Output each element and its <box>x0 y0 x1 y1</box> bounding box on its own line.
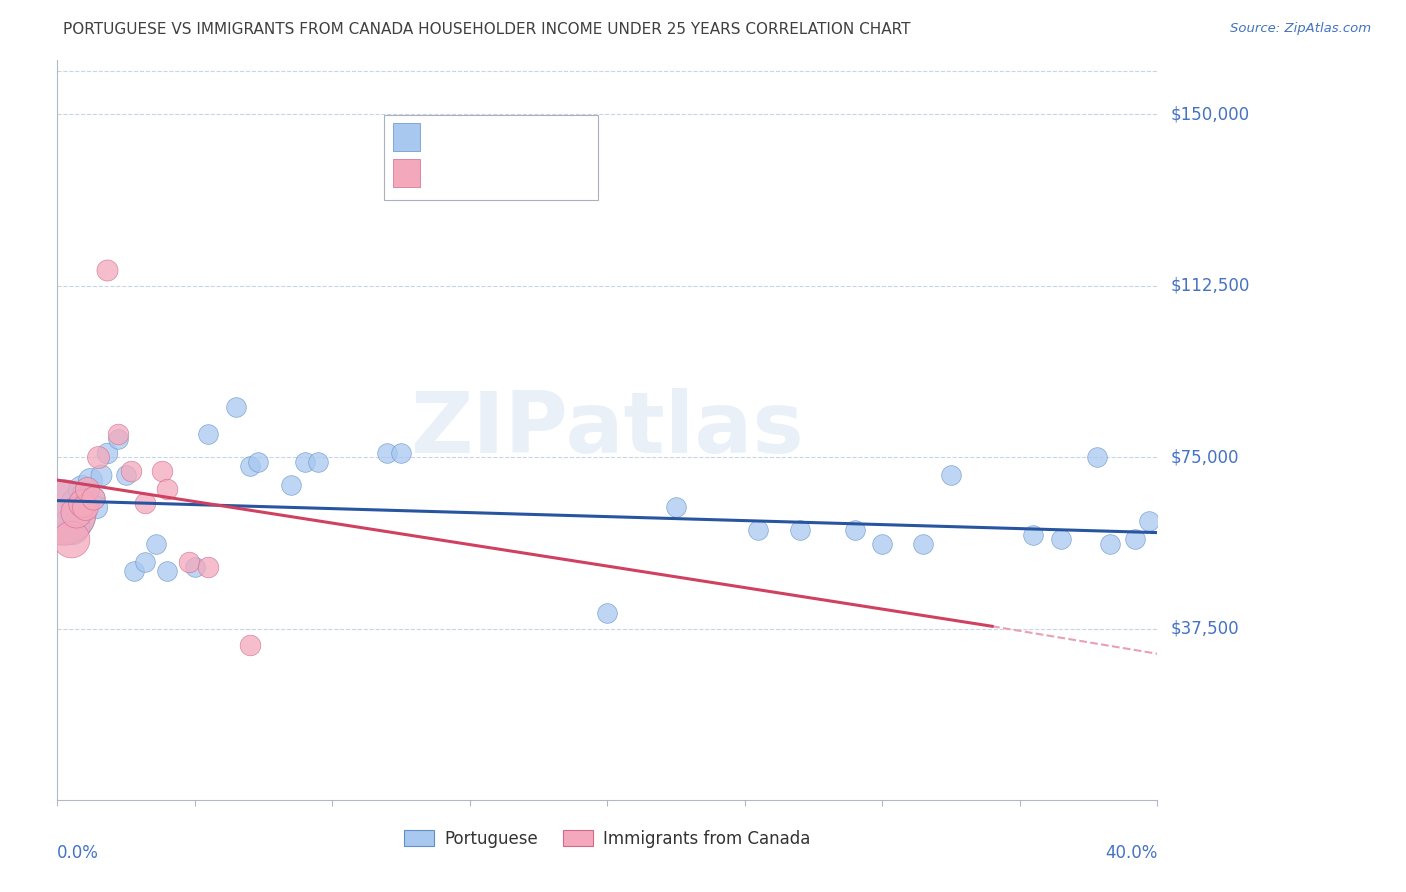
Point <box>79 473 101 487</box>
Bar <box>392 159 420 187</box>
Legend: Portuguese, Immigrants from Canada: Portuguese, Immigrants from Canada <box>398 823 817 855</box>
Text: 0.0%: 0.0% <box>58 845 98 863</box>
Point <box>1099 537 1122 551</box>
Text: ZIPatlas: ZIPatlas <box>411 388 804 471</box>
Text: $150,000: $150,000 <box>1171 105 1250 123</box>
Point <box>375 445 398 459</box>
Point <box>82 491 104 506</box>
Point <box>120 464 142 478</box>
Point <box>70 496 93 510</box>
Point <box>87 450 110 465</box>
Point <box>197 560 219 574</box>
Point <box>96 445 118 459</box>
Point <box>107 427 129 442</box>
Point <box>1085 450 1108 465</box>
Point <box>789 524 811 538</box>
Point <box>134 555 156 569</box>
Point <box>52 505 75 519</box>
Point <box>145 537 167 551</box>
Point <box>912 537 935 551</box>
Point <box>156 565 179 579</box>
Point <box>73 487 96 501</box>
Point <box>52 505 75 519</box>
Point <box>294 455 316 469</box>
FancyBboxPatch shape <box>384 115 599 201</box>
Text: N = 17: N = 17 <box>524 164 588 182</box>
Text: Source: ZipAtlas.com: Source: ZipAtlas.com <box>1230 22 1371 36</box>
Text: R = -0.236: R = -0.236 <box>432 128 520 146</box>
Point <box>1137 514 1160 528</box>
Text: $75,000: $75,000 <box>1171 448 1240 467</box>
Point <box>59 518 82 533</box>
Point <box>134 496 156 510</box>
Text: R = -0.444: R = -0.444 <box>432 164 520 182</box>
Point <box>90 468 112 483</box>
Point <box>239 459 262 474</box>
Point <box>280 477 302 491</box>
Point <box>179 555 201 569</box>
Point <box>82 491 104 506</box>
Point <box>107 432 129 446</box>
Point <box>1022 528 1045 542</box>
Point <box>183 560 205 574</box>
Point <box>239 638 262 652</box>
Point <box>389 445 412 459</box>
Point <box>115 468 138 483</box>
Point <box>246 455 269 469</box>
Point <box>65 496 87 510</box>
Point <box>76 482 98 496</box>
Point <box>747 524 769 538</box>
Point <box>150 464 173 478</box>
Point <box>59 533 82 547</box>
Point <box>596 606 619 620</box>
Point <box>84 500 107 515</box>
Point <box>197 427 219 442</box>
Point <box>307 455 329 469</box>
Point <box>844 524 866 538</box>
Point <box>939 468 962 483</box>
Point <box>1123 533 1146 547</box>
Point <box>156 482 179 496</box>
Point <box>96 262 118 277</box>
Point <box>870 537 893 551</box>
Point <box>122 565 145 579</box>
Point <box>665 500 688 515</box>
Point <box>65 505 87 519</box>
Text: $112,500: $112,500 <box>1171 277 1250 295</box>
Text: PORTUGUESE VS IMMIGRANTS FROM CANADA HOUSEHOLDER INCOME UNDER 25 YEARS CORRELATI: PORTUGUESE VS IMMIGRANTS FROM CANADA HOU… <box>63 22 911 37</box>
Bar <box>392 123 420 152</box>
Text: $37,500: $37,500 <box>1171 620 1240 638</box>
Text: 40.0%: 40.0% <box>1105 845 1157 863</box>
Point <box>70 482 93 496</box>
Text: N = 40: N = 40 <box>524 128 588 146</box>
Point <box>1050 533 1073 547</box>
Point <box>225 400 247 414</box>
Point <box>73 500 96 515</box>
